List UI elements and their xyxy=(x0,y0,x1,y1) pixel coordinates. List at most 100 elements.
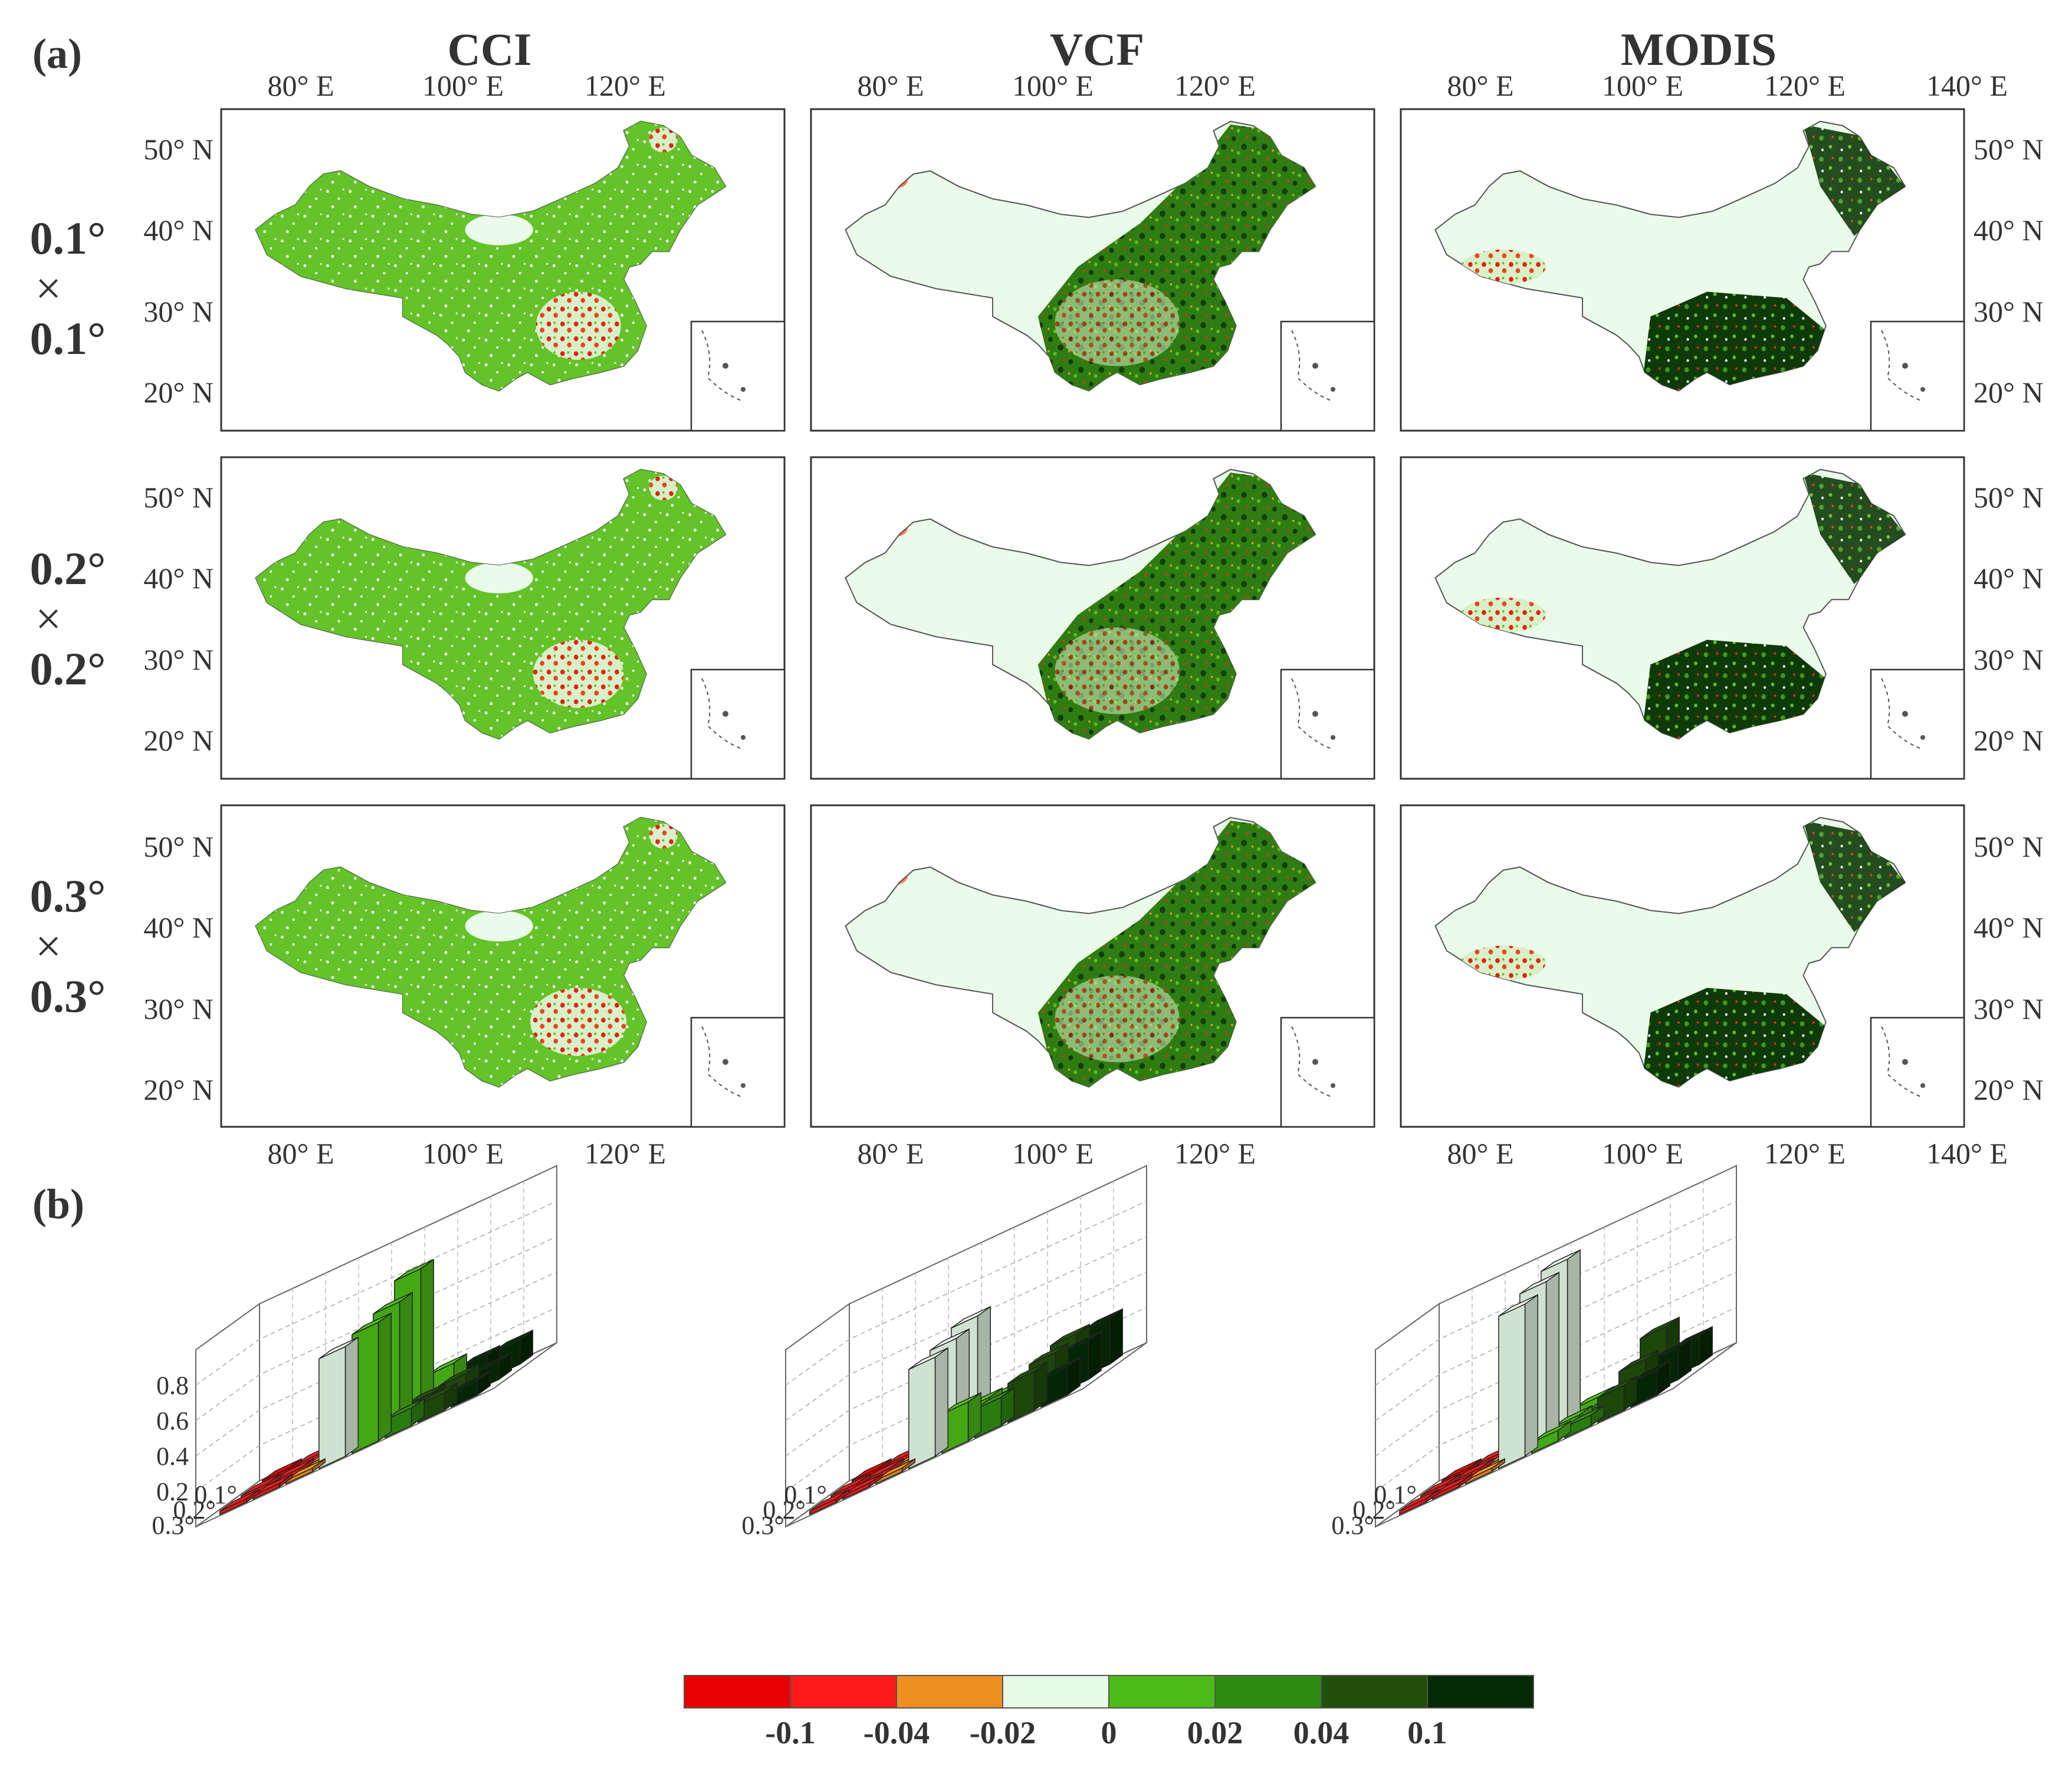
loss-hotspot xyxy=(1460,250,1546,284)
z-gridline xyxy=(195,1201,557,1386)
z-gridline xyxy=(785,1271,1147,1457)
south-china-sea-inset xyxy=(1280,668,1375,780)
z-gridline xyxy=(195,1307,557,1492)
lat-tick: 30° N xyxy=(1974,992,2044,1025)
row-label-times: × xyxy=(35,920,61,972)
bar xyxy=(1531,1420,1571,1454)
z-gridline xyxy=(785,1307,1147,1492)
panel-a-label: (a) xyxy=(32,30,82,77)
legend-swatch xyxy=(1321,1675,1428,1709)
map-panel-modis-row2 xyxy=(1400,456,1965,780)
lat-tick: 40° N xyxy=(143,562,214,595)
lat-tick: 30° N xyxy=(143,992,214,1025)
lat-tick: 40° N xyxy=(1974,214,2044,247)
row-label-0.1: 0.1° × 0.1° xyxy=(30,212,106,364)
z-tick-label: 0.8 xyxy=(156,1371,189,1400)
bar xyxy=(219,1488,260,1516)
bar xyxy=(1630,1360,1670,1408)
south-china-sea-inset xyxy=(1870,668,1965,780)
lon-tick: 80° E xyxy=(267,1137,334,1170)
map-panel-cci-row1 xyxy=(220,108,786,432)
lat-ticks-left: 50° N 40° N 30° N 20° N 50° N 40° N 30° … xyxy=(143,133,214,1106)
panel-b-label: (b) xyxy=(32,1181,84,1228)
map-panel-modis-row1 xyxy=(1400,108,1965,432)
bar xyxy=(418,1382,458,1424)
z-gridline xyxy=(1375,1307,1737,1492)
lon-tick: 140° E xyxy=(1926,69,2008,102)
legend-swatch xyxy=(790,1675,897,1709)
lat-tick: 50° N xyxy=(143,481,214,514)
back-wall xyxy=(1439,1165,1737,1482)
bar3d-chart-vcf: 0.1°0.2°0.3° xyxy=(741,1165,1147,1540)
lon-tick: 100° E xyxy=(1012,1137,1094,1170)
lat-tick: 20° N xyxy=(1974,1073,2044,1106)
legend-swatch xyxy=(896,1675,1003,1709)
row-label-bottom: 0.1° xyxy=(30,313,106,364)
resolution-tick-label: 0.3° xyxy=(152,1511,195,1540)
lon-tick: 80° E xyxy=(267,69,334,102)
bar xyxy=(941,1392,981,1454)
loss-hotspot xyxy=(649,127,678,153)
column-title-modis: MODIS xyxy=(1621,24,1777,75)
lat-tick: 50° N xyxy=(1974,133,2044,166)
lat-tick: 30° N xyxy=(143,643,214,676)
row-label-times: × xyxy=(35,593,61,644)
bar3d-chart-cci: 0.80.60.40.2 0.1°0.2°0.3° xyxy=(152,1165,557,1540)
bar xyxy=(908,1347,948,1470)
map-panel-vcf-row3 xyxy=(810,804,1375,1128)
loss-hotspot xyxy=(533,640,624,708)
south-china-sea-inset xyxy=(1870,320,1965,432)
lon-tick: 100° E xyxy=(422,69,504,102)
bar xyxy=(1040,1356,1081,1408)
resolution-tick-label: 0.2° xyxy=(763,1496,806,1524)
lat-tick: 40° N xyxy=(1974,911,2044,944)
lat-tick: 20° N xyxy=(1974,376,2044,409)
lon-tick: 140° E xyxy=(1926,1137,2008,1170)
map-panel-vcf-row2 xyxy=(810,456,1375,780)
south-china-sea-inset xyxy=(690,320,786,432)
lon-ticks-bottom: 80° E 100° E 120° E 80° E 100° E 120° E … xyxy=(267,1137,2008,1170)
map-panel-cci-row2 xyxy=(220,456,786,780)
z-gridline xyxy=(195,1236,557,1421)
row-label-0.3: 0.3° × 0.3° xyxy=(30,870,106,1022)
south-china-sea-inset xyxy=(1870,1016,1965,1128)
lon-tick: 100° E xyxy=(1012,69,1094,102)
lat-tick: 30° N xyxy=(1974,643,2044,676)
lon-tick: 120° E xyxy=(1764,1137,1846,1170)
lat-tick: 40° N xyxy=(143,214,214,247)
south-china-sea-inset xyxy=(1280,320,1375,432)
no-change-area xyxy=(465,214,533,245)
z-tick-label: 0.4 xyxy=(156,1442,189,1471)
lon-tick: 120° E xyxy=(585,1137,666,1170)
row-label-top: 0.3° xyxy=(30,870,106,922)
bar xyxy=(1597,1375,1637,1424)
map-panel-vcf-row1 xyxy=(810,108,1375,432)
south-china-sea-inset xyxy=(690,668,786,780)
lat-tick: 40° N xyxy=(1974,562,2044,595)
bar3d-chart-modis: 0.1°0.2°0.3° xyxy=(1331,1165,1737,1540)
loss-hotspot xyxy=(649,824,678,849)
lon-tick: 80° E xyxy=(857,69,924,102)
row-label-bottom: 0.3° xyxy=(30,970,106,1022)
lat-ticks-right: 50° N 40° N 30° N 20° N 50° N 40° N 30° … xyxy=(1974,133,2044,1106)
z-gridline xyxy=(1375,1271,1737,1457)
legend-tick-label: 0.1 xyxy=(1407,1715,1447,1750)
lat-tick: 20° N xyxy=(143,724,214,757)
lon-tick: 120° E xyxy=(585,69,666,102)
lon-tick: 80° E xyxy=(857,1137,924,1170)
loss-hotspot xyxy=(1055,279,1180,366)
lon-tick: 120° E xyxy=(1174,69,1256,102)
lat-tick: 50° N xyxy=(143,830,214,863)
south-china-sea-inset xyxy=(1280,1016,1375,1128)
row-label-top: 0.2° xyxy=(30,543,106,594)
south-china-sea-inset xyxy=(690,1016,786,1128)
lon-tick: 100° E xyxy=(1602,69,1683,102)
loss-hotspot xyxy=(1460,946,1546,981)
z-gridline xyxy=(785,1236,1147,1421)
legend-tick-label: 0.04 xyxy=(1293,1715,1349,1750)
row-label-top: 0.1° xyxy=(30,212,106,264)
z-gridline xyxy=(1375,1201,1737,1386)
bar xyxy=(1399,1488,1439,1516)
bar xyxy=(842,1473,882,1500)
loss-hotspot xyxy=(1055,627,1180,714)
